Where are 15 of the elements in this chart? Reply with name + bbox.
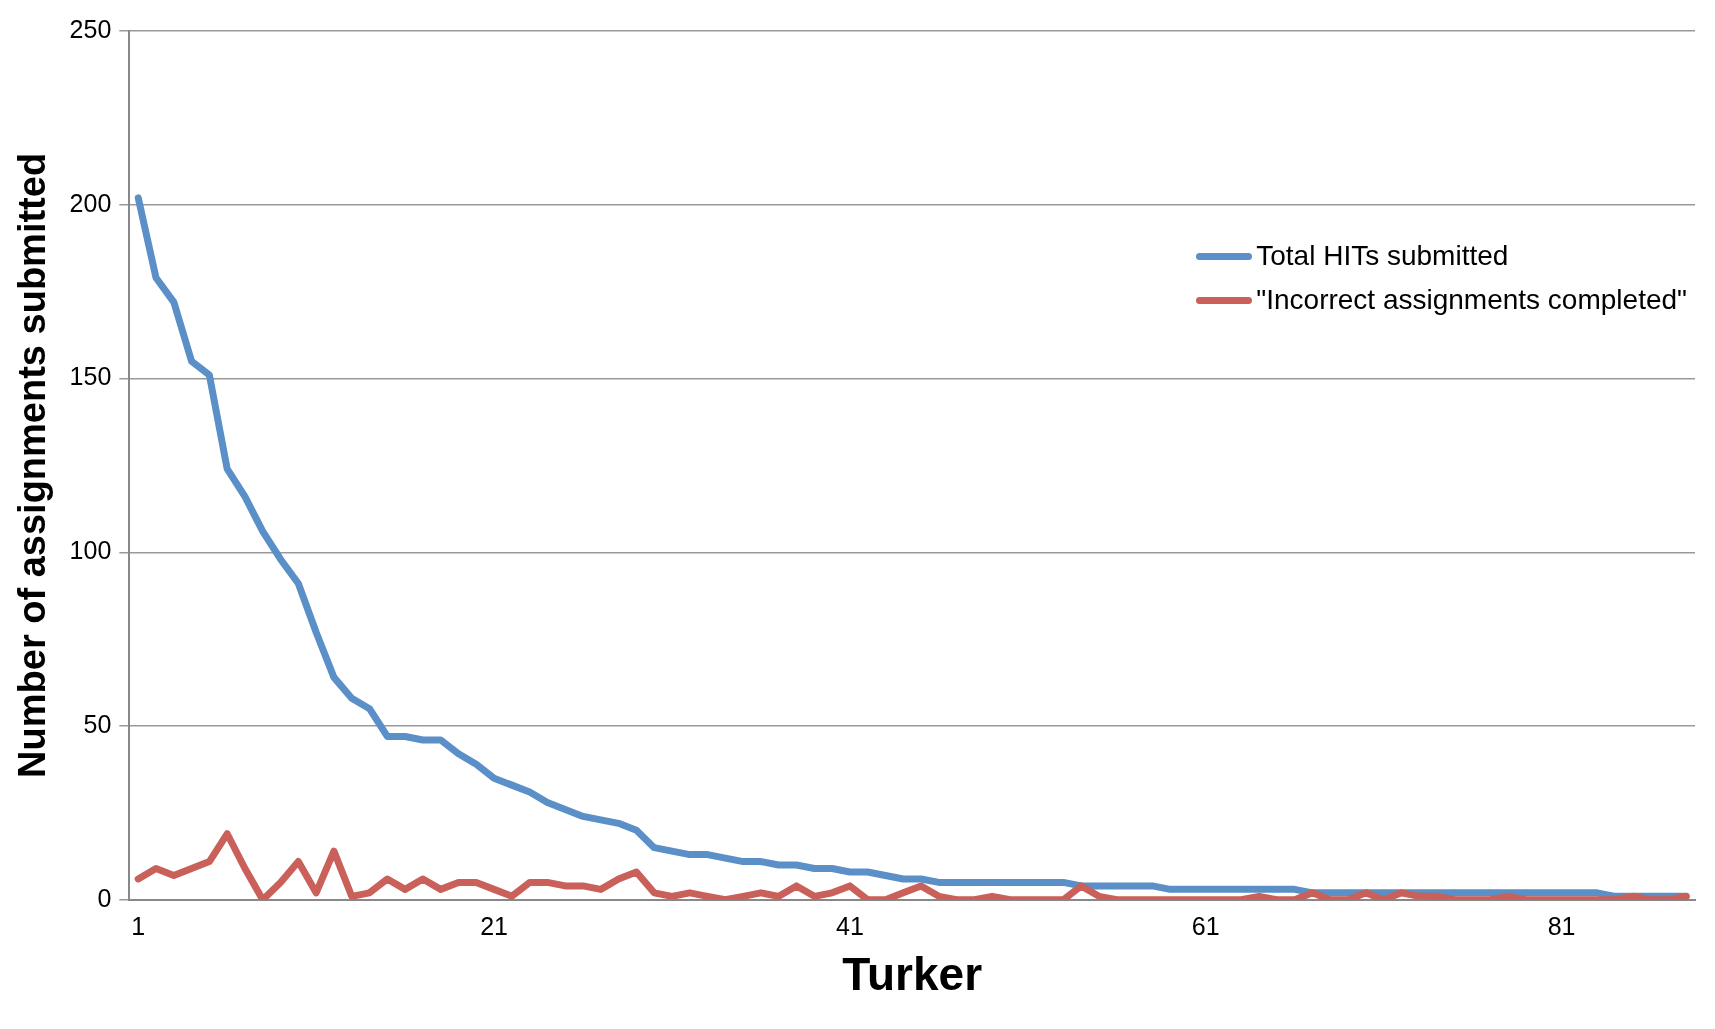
x-tick-label: 41 <box>835 911 864 940</box>
y-tick-label: 150 <box>69 362 112 391</box>
x-tick-label: 61 <box>1191 911 1220 940</box>
y-tick-label: 250 <box>69 14 112 43</box>
y-tick-label: 200 <box>69 188 112 217</box>
legend-label: Total HITs submitted <box>1256 240 1509 272</box>
x-axis-title: Turker <box>842 948 983 1001</box>
x-tick-label: 81 <box>1547 911 1576 940</box>
y-tick-label: 100 <box>69 536 112 565</box>
x-tick-label: 1 <box>131 911 146 940</box>
y-axis-title: Number of assignments submitted <box>11 152 54 778</box>
x-tick-label: 21 <box>480 911 508 940</box>
y-tick-label: 0 <box>97 883 112 912</box>
legend-label: "Incorrect assignments completed" <box>1256 284 1687 316</box>
y-tick-label: 50 <box>83 709 112 738</box>
